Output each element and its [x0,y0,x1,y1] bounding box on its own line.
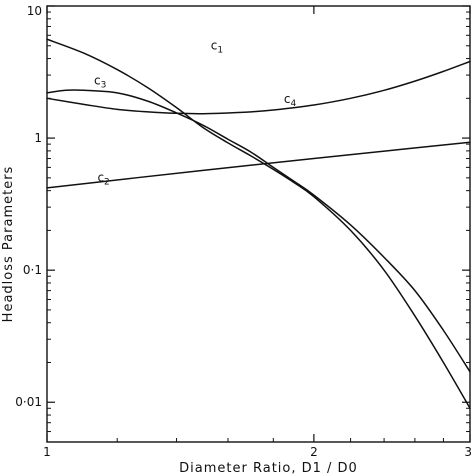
x-tick-label: 2 [310,445,318,459]
axis-ticks [46,5,471,443]
y-axis-label: Headloss Parameters [1,166,16,323]
plot-area-border [46,5,471,443]
tick-labels: 10 1 0·1 0·01 1 2 3 [15,4,472,459]
series-line-c1 [46,38,471,410]
y-tick-label: 10 [27,4,42,18]
x-tick-label: 3 [464,445,472,459]
y-tick-label: 0·01 [15,395,42,409]
curve-labels: c1 c2 c3 c4 [94,38,296,187]
series-line-c2 [46,141,471,189]
y-tick-label: 1 [34,131,42,145]
curve-label-c3: c3 [94,73,106,90]
curve-label-c4: c4 [284,92,297,109]
series-line-c4 [46,60,471,115]
y-tick-label: 0·1 [23,263,42,277]
plot-frame [46,5,471,443]
x-axis-label: Diameter Ratio, D1 / D0 [179,461,358,474]
curve-label-c2: c2 [97,170,109,187]
curve-label-c1: c1 [211,38,223,55]
data-series [46,38,471,410]
x-tick-label: 1 [43,445,51,459]
series-line-c3 [46,89,471,373]
